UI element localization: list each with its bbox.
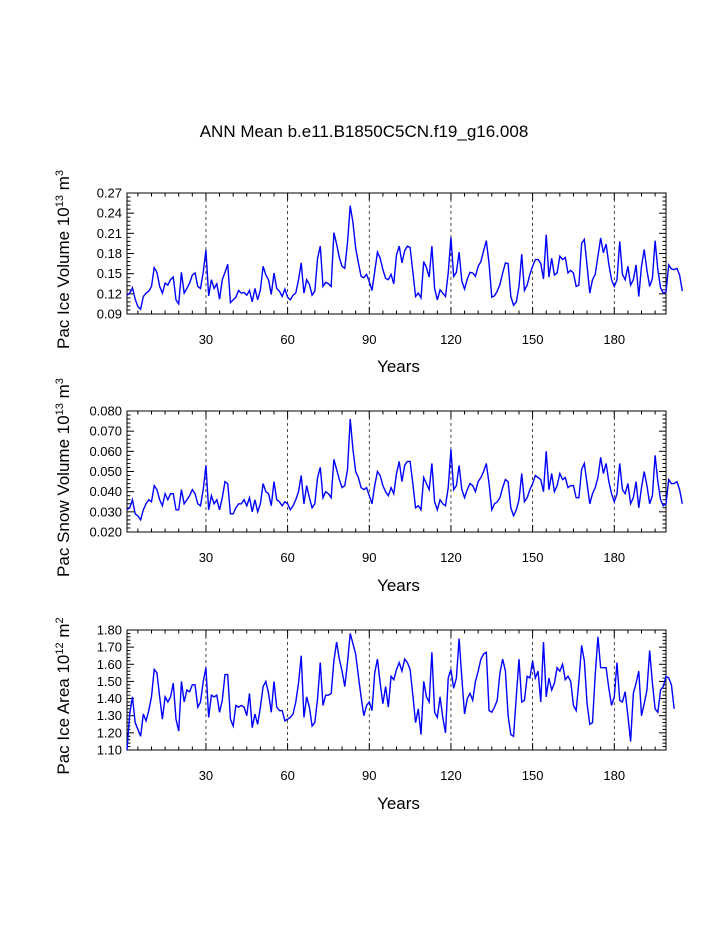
series-line [126, 205, 684, 311]
x-axis-label: Years [377, 794, 420, 813]
y-tick-label: 1.70 [97, 640, 122, 655]
x-tick-label: 60 [280, 332, 294, 347]
y-tick-label: 0.18 [97, 246, 122, 261]
y-axis-label-superscript: 3 [54, 170, 66, 176]
figure-title: ANN Mean b.e11.B1850C5CN.f19_g16.008 [200, 122, 529, 141]
y-axis-label: Pac Ice Volume 1013 m3 [54, 170, 73, 349]
y-tick-label: 1.60 [97, 657, 122, 672]
y-tick-label: 0.12 [97, 286, 122, 301]
y-axis-label-part: Pac Ice Area 10 [54, 655, 73, 775]
y-axis-label-superscript: 13 [54, 403, 66, 415]
y-tick-label: 0.050 [89, 464, 122, 479]
y-tick-label: 0.15 [97, 266, 122, 281]
chart-panel-1: 30 60 90 120 150 180 0.09 0.12 0.15 0.18 0.21 0.24 0… [54, 170, 684, 376]
chart-panel-2: 30 60 90 120 150 180 0.020 0.030 0.040 0.050 0.060… [54, 378, 684, 595]
y-axis-label-part: m [54, 176, 73, 195]
x-tick-label: 180 [603, 550, 625, 565]
y-axis-label-part: Pac Snow Volume 10 [54, 415, 73, 577]
y-axis-label-part: Pac Ice Volume 10 [54, 207, 73, 349]
y-tick-label: 0.020 [89, 525, 122, 540]
y-axis-label: Pac Ice Area 1012 m2 [54, 617, 73, 774]
y-tick-label: 0.080 [89, 404, 122, 419]
y-axis-label-part: m [54, 384, 73, 403]
x-tick-label: 180 [603, 768, 625, 783]
y-tick-label: 0.24 [97, 206, 122, 221]
y-tick-label: 0.030 [89, 504, 122, 519]
y-tick-label: 0.060 [89, 444, 122, 459]
y-tick-label: 0.21 [97, 226, 122, 241]
y-tick-label: 0.27 [97, 186, 122, 201]
x-tick-label: 90 [362, 550, 376, 565]
x-tick-label: 150 [522, 550, 544, 565]
y-tick-label: 1.50 [97, 674, 122, 689]
y-axis-label-superscript: 13 [54, 195, 66, 207]
x-tick-label: 60 [280, 550, 294, 565]
y-axis-label-superscript: 3 [54, 378, 66, 384]
y-tick-label: 0.040 [89, 484, 122, 499]
x-tick-label: 120 [440, 332, 462, 347]
y-tick-label: 0.09 [97, 307, 122, 322]
y-axis-label-superscript: 2 [54, 617, 66, 623]
y-tick-label: 1.10 [97, 743, 122, 758]
x-tick-label: 120 [440, 768, 462, 783]
x-tick-label: 60 [280, 768, 294, 783]
x-tick-label: 90 [362, 768, 376, 783]
y-axis-label-part: m [54, 623, 73, 642]
x-tick-label: 30 [199, 332, 213, 347]
x-tick-label: 90 [362, 332, 376, 347]
y-tick-label: 1.30 [97, 708, 122, 723]
x-axis-label: Years [377, 357, 420, 376]
x-axis-label: Years [377, 576, 420, 595]
series-line [126, 419, 684, 522]
y-tick-label: 1.20 [97, 725, 122, 740]
x-tick-label: 150 [522, 332, 544, 347]
x-tick-label: 120 [440, 550, 462, 565]
y-tick-label: 1.80 [97, 623, 122, 638]
y-tick-label: 0.070 [89, 424, 122, 439]
x-tick-label: 30 [199, 550, 213, 565]
y-axis-label: Pac Snow Volume 1013 m3 [54, 378, 73, 577]
x-tick-label: 30 [199, 768, 213, 783]
x-tick-label: 150 [522, 768, 544, 783]
series-line [126, 633, 675, 751]
panels: 30 60 90 120 150 180 0.09 0.12 0.15 0.18 0.21 0.24 0… [54, 170, 684, 813]
x-tick-label: 180 [603, 332, 625, 347]
chart-panel-3: 30 60 90 120 150 180 1.10 1.20 1.30 1.40 1.50 1.60 1… [54, 617, 675, 813]
y-tick-label: 1.40 [97, 691, 122, 706]
y-axis-label-superscript: 12 [54, 642, 66, 654]
